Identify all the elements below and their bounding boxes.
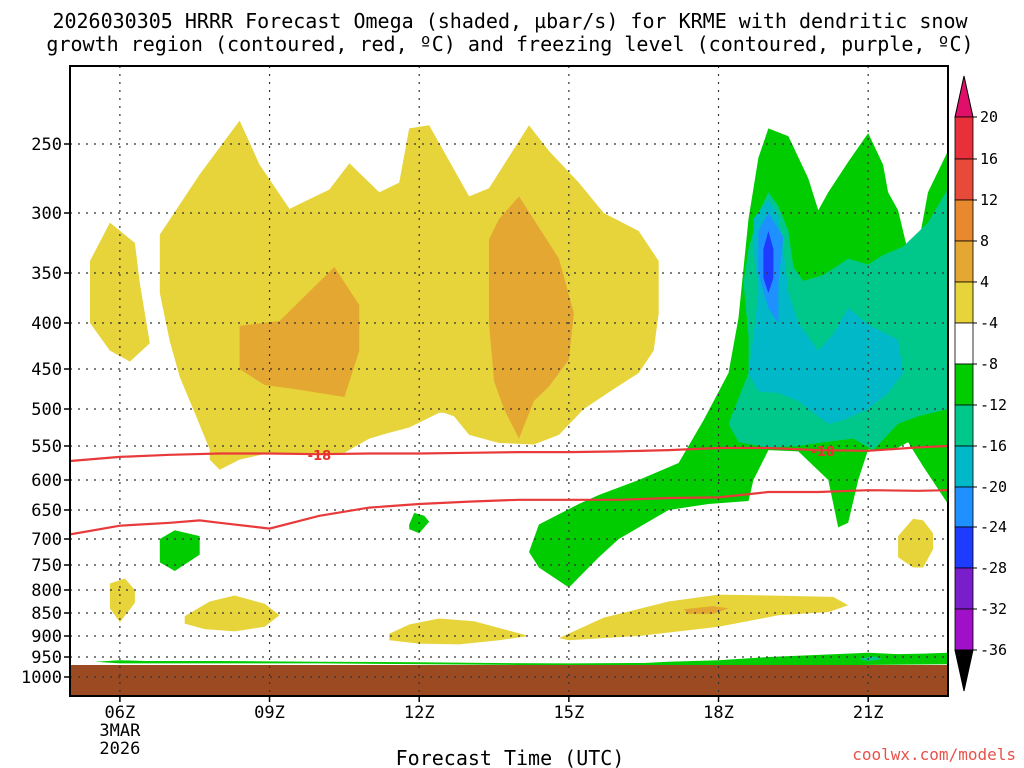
x-tick-date: 3MAR [99,721,141,741]
y-tick-label-450: 450 [31,360,62,380]
credit-text: coolwx.com/models [852,745,1016,764]
omega-region-5 [184,595,280,632]
y-tick-label-750: 750 [31,556,62,576]
colorbar-label-1: 16 [980,150,998,168]
y-tick-label-700: 700 [31,530,62,550]
y-tick-label-650: 650 [31,501,62,521]
colorbar-segment-8 [954,445,974,488]
colorbar-label-11: -28 [980,559,1007,577]
y-tick-label-500: 500 [31,400,62,420]
contour-lines: -18 -18 [70,444,948,536]
contour-line-0 [70,444,948,463]
y-tick-label-400: 400 [31,314,62,334]
colorbar-segment-3 [954,240,974,283]
colorbar-label-4: 4 [980,273,989,291]
y-tick-label-950: 950 [31,648,62,668]
omega-region-0 [90,222,150,362]
contour-label-0-0: -18 [308,449,332,464]
omega-region-12 [529,128,948,588]
contour-line-1 [70,489,948,536]
y-tick-label-550: 550 [31,437,62,457]
x-tick-label-9: 09Z [254,703,285,723]
colorbar-label-0: 20 [980,108,998,126]
chart-title-line1: 2026030305 HRRR Forecast Omega (shaded, … [52,9,968,33]
omega-region-2 [239,267,360,397]
omega-shaded-regions [90,120,948,667]
omega-region-17 [94,652,948,667]
colorbar-segment-4 [954,281,974,324]
omega-region-6 [389,618,529,645]
colorbar-segment-10 [954,526,974,569]
omega-region-7 [558,594,849,641]
colorbar: 20 16 12 8 4 -4 -8 -12 -16 -20 -24 -28 -32 -36 [954,75,1007,692]
y-tick-label-1000: 1000 [21,668,62,688]
colorbar-segment-0 [954,116,974,160]
y-tick-label-250: 250 [31,135,62,155]
chart-title-line2: growth region (contoured, red, ºC) and f… [46,32,973,56]
omega-region-14 [748,199,904,424]
omega-region-4 [109,578,135,623]
x-tick-label-15: 15Z [554,703,585,723]
omega-region-18 [858,656,884,661]
omega-region-10 [159,530,200,571]
omega-region-16 [763,231,774,293]
y-tick-label-300: 300 [31,204,62,224]
plot-frame [69,65,949,697]
gridlines [70,66,948,696]
colorbar-segment-7 [954,404,974,447]
y-tick-label-350: 350 [31,264,62,284]
x-tick-label-21: 21Z [853,703,884,723]
omega-region-1 [159,120,659,470]
colorbar-label-8: -16 [980,437,1007,455]
colorbar-segment-6 [954,363,974,406]
pressure-axis: 250 300 350 400 450 500 550 600 650 700 750 800 850 9… [21,135,70,688]
colorbar-segment-12 [954,608,974,651]
colorbar-segment-9 [954,486,974,528]
y-tick-label-900: 900 [31,627,62,647]
colorbar-label-10: -24 [980,518,1007,536]
colorbar-label-9: -20 [980,478,1007,496]
colorbar-label-3: 8 [980,232,989,250]
contour-label-0-1: -18 [812,445,836,460]
y-tick-label-600: 600 [31,471,62,491]
colorbar-label-6: -8 [980,355,998,373]
colorbar-label-12: -32 [980,600,1007,618]
colorbar-segment-2 [954,199,974,242]
x-tick-label-18: 18Z [703,703,734,723]
colorbar-under-arrow [954,649,974,692]
colorbar-segment-5 [954,322,974,365]
omega-region-3 [489,196,574,439]
x-tick-label-6: 06Z [105,703,136,723]
omega-region-8 [683,606,729,614]
colorbar-label-2: 12 [980,191,998,209]
colorbar-label-13: -36 [980,641,1007,659]
y-tick-label-850: 850 [31,604,62,624]
x-axis-label: Forecast Time (UTC) [396,746,625,768]
colorbar-label-5: -4 [980,314,998,332]
colorbar-segment-11 [954,567,974,610]
x-tick-label-12: 12Z [404,703,435,723]
colorbar-label-7: -12 [980,396,1007,414]
colorbar-segment-1 [954,158,974,201]
colorbar-over-arrow [954,75,974,118]
y-tick-label-800: 800 [31,581,62,601]
terrain-ground [70,665,948,696]
x-tick-year: 2026 [99,739,140,759]
omega-region-9 [898,518,933,568]
